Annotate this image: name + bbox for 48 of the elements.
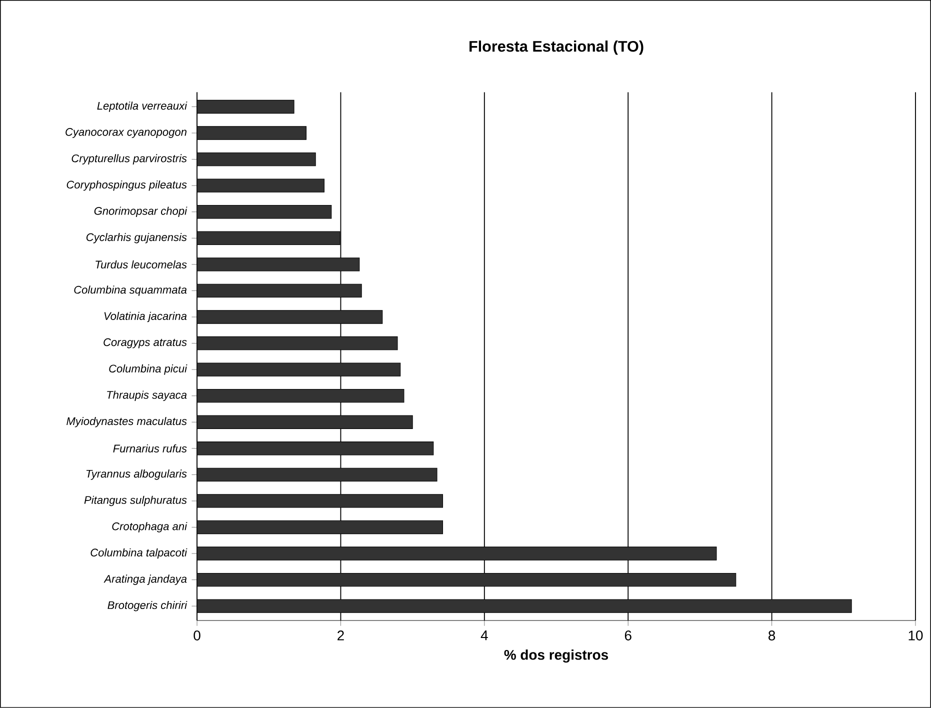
x-tick-label: 4 <box>480 630 488 640</box>
x-tick-label: 2 <box>338 630 344 640</box>
bar <box>197 415 413 429</box>
bar <box>197 573 736 587</box>
x-tick-label: 8 <box>768 630 776 640</box>
y-tick-label: Cyclarhis gujanensis <box>86 233 187 244</box>
bar <box>197 178 324 192</box>
bar <box>197 310 383 324</box>
y-tick-label: Furnarius rufus <box>113 444 187 452</box>
chart-title: Floresta Estacional (TO) <box>470 40 644 55</box>
x-tick-label: 10 <box>908 630 923 640</box>
y-tick-label: Tyrannus albogularis <box>86 470 187 480</box>
bar <box>197 362 401 376</box>
bar <box>197 520 444 534</box>
x-tick-label: 0 <box>194 630 200 640</box>
y-tick-label: Crotophaga ani <box>112 522 188 532</box>
y-tick-label: Brotogeris chiriri <box>108 601 188 612</box>
bar <box>197 284 362 298</box>
y-tick-label: Coragyps atratus <box>104 338 187 348</box>
y-tick-label: Leptotila verreauxi <box>97 102 188 112</box>
y-tick-label: Columbina picui <box>109 364 188 375</box>
y-tick-label: Turdus leucomelas <box>96 260 187 269</box>
bar <box>197 442 434 456</box>
bar <box>197 152 316 166</box>
y-tick-label: Crypturellus parvirostris <box>72 154 187 164</box>
bar <box>197 389 404 403</box>
y-tick-label: Myiodynastes maculatus <box>66 417 187 428</box>
y-tick-label: Gnorimopsar chopi <box>94 206 188 218</box>
y-tick-label: Volatinia jacarina <box>104 312 187 322</box>
bar <box>197 494 444 508</box>
y-tick-label: Aratinga jandaya <box>104 574 187 585</box>
x-axis-title: % dos registros <box>504 650 608 663</box>
bar <box>197 126 306 140</box>
bar <box>197 468 438 482</box>
y-tick-label: Columbina squammata <box>74 286 187 296</box>
bar <box>197 546 717 560</box>
bar <box>197 336 398 350</box>
y-tick-label: Coryphospingus pileatus <box>66 180 187 191</box>
bar <box>197 599 852 613</box>
y-tick-label: Cyanocorax cyanopogon <box>66 128 186 138</box>
bar <box>197 231 340 246</box>
y-tick-label: Columbina talpacoti <box>90 548 188 559</box>
y-tick-label: Pitangus sulphuratus <box>84 496 187 506</box>
y-tick-label: Thraupis sayaca <box>107 390 187 402</box>
bar <box>197 100 294 114</box>
x-tick-label: 6 <box>624 630 632 640</box>
bar <box>197 258 360 272</box>
bar <box>197 205 332 219</box>
